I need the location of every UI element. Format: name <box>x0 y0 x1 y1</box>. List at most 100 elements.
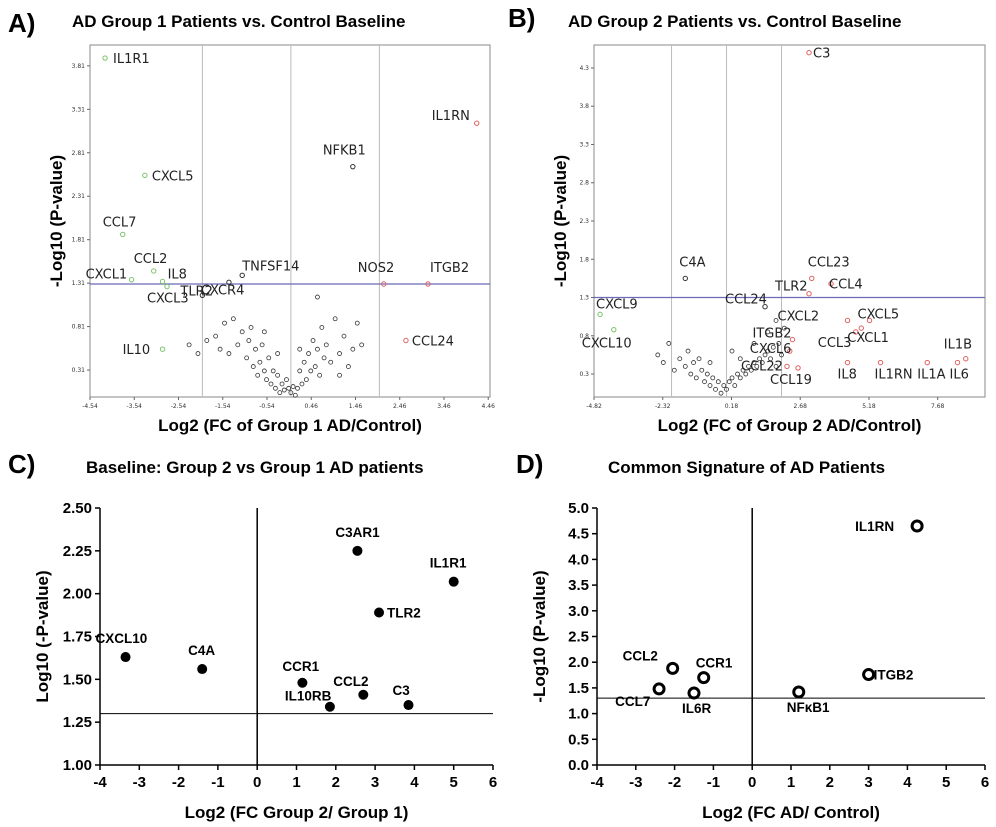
data-point <box>707 360 713 365</box>
data-point <box>770 344 776 350</box>
y-tick-label: 1.81 <box>72 237 86 244</box>
data-point <box>746 363 751 369</box>
gene-label-itgb2: ITGB2 <box>874 668 914 683</box>
data-point <box>341 333 347 339</box>
data-point <box>337 351 342 356</box>
data-point <box>213 333 219 339</box>
data-point <box>704 371 710 377</box>
gene-point-cxcl9 <box>597 311 603 318</box>
gene-point-cxcl10 <box>120 652 131 663</box>
x-tick-label: -2.32 <box>655 403 671 410</box>
gene-point-tlr2 <box>806 290 812 297</box>
data-point <box>677 356 683 362</box>
data-point <box>230 316 236 322</box>
gene-point-cxcr4 <box>226 279 232 285</box>
data-point <box>773 318 779 323</box>
data-point <box>312 364 318 369</box>
x-axis-title: Log2 (FC of Group 2 AD/Control) <box>658 416 922 435</box>
gene-label-ccl2: CCL2 <box>333 674 368 689</box>
data-point <box>323 342 329 348</box>
gene-point-il8 <box>844 359 851 366</box>
x-tick-label: 1.46 <box>349 403 363 410</box>
x-tick-label: 6 <box>489 774 497 791</box>
gene-label-cxcr4: CXCR4 <box>201 283 244 298</box>
data-point <box>713 386 718 392</box>
data-point <box>671 367 677 373</box>
gene-label-ccl3: CCL3 <box>818 336 852 351</box>
gene-point-nfκb1 <box>792 685 806 699</box>
gene-point-ccl22 <box>784 363 790 370</box>
data-point <box>737 356 743 362</box>
data-point <box>308 368 314 374</box>
gene-point-il1r1 <box>102 55 108 61</box>
data-point <box>272 385 278 391</box>
gene-label-cxcl10: CXCL10 <box>96 631 148 646</box>
gene-label-il6r: IL6R <box>682 701 712 716</box>
x-tick-label: -1 <box>211 774 224 791</box>
y-tick-label: 2.31 <box>72 193 86 200</box>
y-axis-title: -Log10 (P-value) <box>47 155 66 287</box>
data-point <box>350 346 356 352</box>
data-point <box>270 368 276 374</box>
gene-point-il1a <box>924 359 930 366</box>
gene-point-ccl24 <box>403 337 409 344</box>
y-tick-label: 4.3 <box>579 65 589 72</box>
data-point <box>275 351 281 356</box>
data-point <box>315 346 320 352</box>
gene-point-ccl7 <box>652 682 666 696</box>
gene-point-tnfsf14 <box>239 272 245 279</box>
gene-point-nfkb1 <box>350 163 356 170</box>
y-tick-label: 2.00 <box>63 586 92 603</box>
data-point <box>732 383 738 388</box>
data-point <box>707 383 713 388</box>
gene-label-ccr1: CCR1 <box>696 656 733 671</box>
gene-point-cxcl5 <box>866 317 873 324</box>
gene-label-il1r1: IL1R1 <box>430 556 467 571</box>
data-point <box>682 363 688 369</box>
gene-label-il8: IL8 <box>168 267 187 282</box>
y-tick-label: 0.5 <box>568 731 589 748</box>
gene-label-c3ar1: C3AR1 <box>335 525 380 540</box>
gene-label-ccl22: CCL22 <box>741 359 783 374</box>
data-point <box>702 379 707 385</box>
x-tick-label: 0 <box>748 774 756 791</box>
x-tick-label: -4.54 <box>82 403 98 410</box>
data-point <box>195 351 201 356</box>
panel-b-title: AD Group 2 Patients vs. Control Baseline <box>568 12 901 31</box>
gene-point-ccl2 <box>151 268 157 274</box>
x-tick-label: -0.54 <box>259 403 275 410</box>
gene-point-ccl19 <box>795 365 801 371</box>
gene-point-itgb2 <box>789 336 796 343</box>
gene-label-cxcl5: CXCL5 <box>152 169 194 184</box>
data-point <box>748 367 754 373</box>
data-point <box>235 342 241 348</box>
gene-label-nos2: NOS2 <box>358 261 394 276</box>
data-point <box>781 325 787 331</box>
data-point <box>288 390 294 396</box>
data-point <box>239 329 245 335</box>
y-tick-label: 1.8 <box>579 256 589 263</box>
gene-label-itgb2: ITGB2 <box>753 327 792 342</box>
x-tick-label: 1 <box>787 774 795 791</box>
y-tick-label: 2.25 <box>63 543 92 560</box>
x-tick-label: 4.46 <box>482 403 496 410</box>
data-point <box>718 390 724 396</box>
gene-point-il6 <box>954 359 961 366</box>
x-tick-label: 5.18 <box>862 403 876 410</box>
data-point <box>699 367 705 373</box>
y-tick-label: 2.50 <box>63 500 92 517</box>
gene-point-itgb2 <box>862 668 876 682</box>
panel-d-letter: D) <box>516 449 543 479</box>
data-point <box>226 351 232 356</box>
gene-label-il8: IL8 <box>838 368 857 383</box>
x-tick-label: 2 <box>826 774 834 791</box>
gene-point-c4a <box>682 275 688 282</box>
y-tick-label: 3.8 <box>579 103 589 110</box>
y-tick-label: 1.25 <box>63 714 92 731</box>
x-tick-label: 4 <box>903 774 912 791</box>
x-tick-label: 5 <box>450 774 458 791</box>
gene-label-cxcl6: CXCL6 <box>750 342 792 357</box>
data-point <box>266 355 272 361</box>
y-tick-label: 0.81 <box>72 324 86 331</box>
